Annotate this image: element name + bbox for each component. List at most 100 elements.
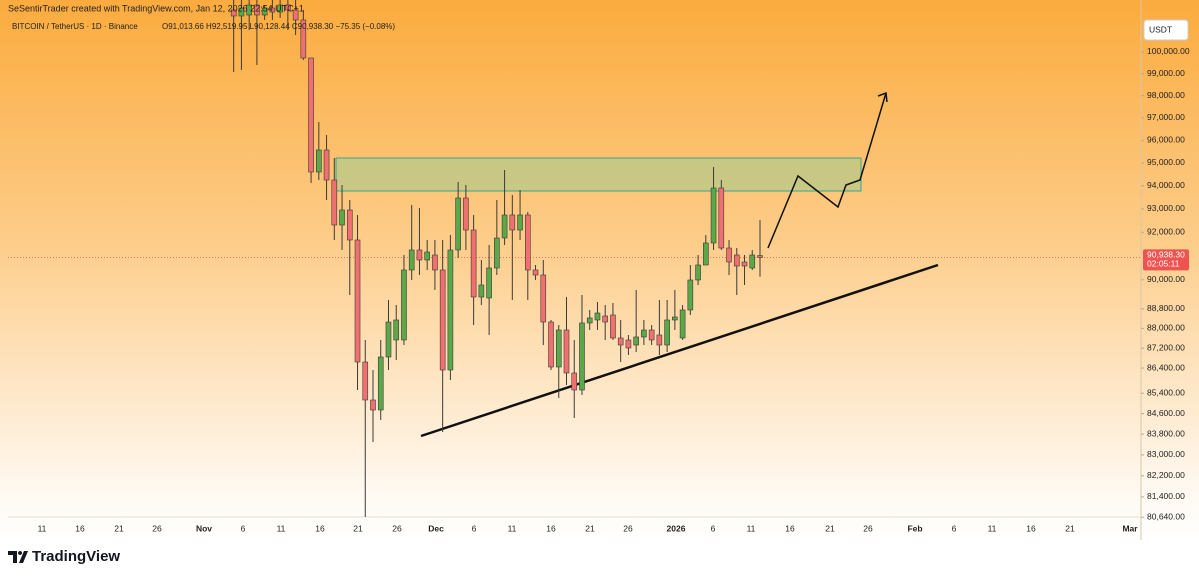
- candle-body: [571, 372, 578, 391]
- candle-body: [285, 4, 291, 11]
- candle-body: [246, 4, 252, 16]
- y-tick-label: 92,000.00: [1147, 227, 1185, 237]
- candle-body: [625, 339, 632, 349]
- plot-area: [8, 0, 1141, 517]
- y-tick-label: 95,000.00: [1147, 157, 1185, 167]
- candle-body: [478, 284, 485, 298]
- candle-body: [602, 315, 609, 323]
- y-tick-label: 85,400.00: [1147, 387, 1185, 397]
- candle-body: [261, 7, 268, 16]
- x-tick-label: 11: [508, 523, 517, 533]
- x-tick-label: 16: [1026, 523, 1036, 533]
- candle-body: [494, 237, 500, 269]
- y-tick-label: 90,000.00: [1147, 274, 1185, 284]
- candle-body: [710, 187, 717, 244]
- x-tick-label: 21: [1065, 523, 1075, 533]
- x-tick-label: 21: [353, 523, 363, 533]
- candle-body: [703, 242, 709, 266]
- candle-body: [292, 9, 299, 21]
- candle-body: [579, 322, 585, 391]
- candle-body: [300, 19, 307, 59]
- y-tick-label: 81,400.00: [1147, 491, 1185, 501]
- candle-body: [617, 337, 624, 346]
- background: [0, 0, 1199, 540]
- x-tick-label: 11: [38, 523, 47, 533]
- x-tick-label: 26: [152, 523, 162, 533]
- candle-body: [664, 319, 670, 346]
- candle-body: [726, 247, 732, 263]
- candle-body: [517, 214, 523, 231]
- candle-body: [524, 214, 531, 271]
- logo-icon: [8, 551, 28, 563]
- logo-text: TradingView: [32, 548, 120, 565]
- candle-body: [308, 57, 314, 173]
- x-tick-label: 26: [392, 523, 402, 533]
- candle-body: [346, 209, 353, 241]
- x-tick-label: 2026: [667, 523, 686, 533]
- logo: TradingView: [8, 548, 120, 565]
- candle-body: [455, 197, 461, 251]
- x-tick-label: 16: [75, 523, 85, 533]
- candle-body: [254, 4, 260, 16]
- currency-box[interactable]: [1143, 19, 1189, 41]
- candle-body: [432, 254, 438, 271]
- y-tick-label: 99,000.00: [1147, 68, 1185, 78]
- x-tick-label: Mar: [1122, 523, 1138, 533]
- y-tick-label: 86,400.00: [1147, 362, 1185, 372]
- candle-body: [733, 254, 740, 267]
- y-tick-label: 97,000.00: [1147, 112, 1185, 122]
- candle-body: [509, 214, 516, 231]
- candle-body: [540, 274, 547, 323]
- x-tick-label: 26: [863, 523, 873, 533]
- candle-body: [370, 399, 376, 411]
- x-tick-label: Feb: [907, 523, 922, 533]
- y-tick-label: 88,000.00: [1147, 323, 1185, 333]
- candle-body: [424, 251, 430, 261]
- y-tick-label: 100,000.00: [1147, 46, 1190, 56]
- support-trendline: [420, 263, 939, 438]
- candle-body: [610, 314, 616, 339]
- ohlc: O91,013.66 H92,519.95 L90,128.44 C90,938…: [162, 22, 395, 31]
- x-tick-label: 6: [241, 523, 246, 533]
- candle-body: [470, 229, 477, 298]
- candle-body: [532, 269, 539, 276]
- last-price-label: 90,938.30: [1147, 250, 1185, 260]
- candle-body: [377, 356, 384, 411]
- candle-body: [385, 321, 392, 358]
- candle-body: [331, 179, 338, 226]
- y-tick-label: 87,200.00: [1147, 342, 1185, 352]
- candle-body: [548, 321, 554, 368]
- y-tick-label: 94,000.00: [1147, 180, 1185, 190]
- candle-body: [563, 329, 570, 374]
- candle-body: [316, 149, 322, 173]
- candle-body: [555, 329, 562, 368]
- y-tick-label: 88,800.00: [1147, 303, 1185, 313]
- candle-body: [672, 316, 678, 321]
- x-tick-label: 6: [472, 523, 477, 533]
- arrow-head: [877, 91, 888, 103]
- projection-path: [767, 92, 887, 249]
- candle-body: [277, 4, 283, 13]
- x-tick-label: 16: [785, 523, 795, 533]
- candle-body: [269, 7, 276, 13]
- x-tick-label: 16: [315, 523, 325, 533]
- credit: SeSentirTrader created with TradingView.…: [8, 3, 304, 13]
- x-tick-label: 26: [623, 523, 633, 533]
- last-price-tag: [1143, 249, 1189, 271]
- x-tick-label: 6: [952, 523, 957, 533]
- x-tick-label: 11: [988, 523, 997, 533]
- candle-body: [501, 214, 508, 239]
- x-tick-label: Nov: [196, 523, 212, 533]
- x-tick-label: 6: [711, 523, 716, 533]
- candle-body: [408, 249, 415, 271]
- candle-body: [447, 249, 454, 371]
- candle-body: [354, 239, 361, 363]
- candle-body: [238, 7, 245, 17]
- x-tick-label: 21: [825, 523, 835, 533]
- candle-body: [323, 149, 330, 181]
- candle-body: [633, 336, 639, 346]
- candle-body: [486, 267, 492, 299]
- candle-body: [594, 312, 601, 321]
- candle-body: [586, 317, 593, 324]
